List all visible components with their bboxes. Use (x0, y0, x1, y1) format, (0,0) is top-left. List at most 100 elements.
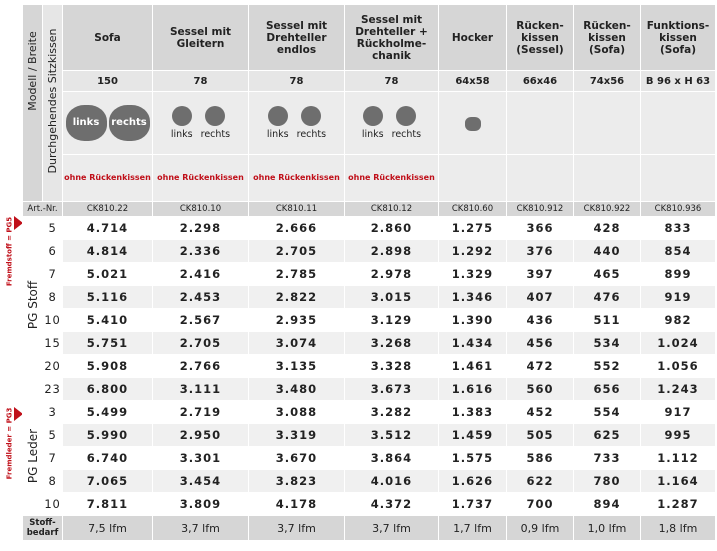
price-cell: 2.860 (344, 216, 439, 240)
column-title: Hocker (438, 4, 507, 71)
fabric-need-value: 1,7 lfm (438, 515, 507, 541)
price-cell: 3.135 (248, 354, 345, 378)
price-cell: 2.898 (344, 239, 439, 263)
article-number: CK810.912 (506, 201, 574, 217)
table-row: PG Stoff 5 4.714 2.298 2.666 2.860 1.275 366 428… (22, 216, 716, 401)
price-cell: 1.626 (438, 469, 507, 493)
price-group: 5 (42, 423, 63, 447)
cushion-note-row: ohne Rückenkissen ohne Rückenkissen ohne R… (23, 154, 716, 202)
shape-cell (573, 91, 641, 155)
column-title: Rücken-kissen (Sofa) (573, 4, 641, 71)
price-cell: 2.567 (152, 308, 249, 332)
seat-blob (205, 106, 226, 126)
price-cell: 780 (573, 469, 641, 493)
price-cell: 3.864 (344, 446, 439, 470)
seat-item: rechts (201, 106, 230, 140)
column-title: Funktions-kissen (Sofa) (640, 4, 716, 71)
price-cell: 1.383 (438, 400, 507, 424)
seat-blob (396, 106, 417, 126)
seat-blob (171, 106, 192, 126)
table-row: PG Leder 3 5.499 2.719 3.088 3.282 1.383 452 554… (22, 400, 716, 516)
price-cell: 376 (506, 239, 574, 263)
price-cell: 3.074 (248, 331, 345, 355)
header-row: Modell / Breite Durchgehendes Sitzkissen S… (22, 4, 716, 202)
seat-label: links (170, 129, 193, 140)
fabric-need-value: 1,0 lfm (573, 515, 641, 541)
price-cell: 5.410 (62, 308, 153, 332)
price-cell: 2.822 (248, 285, 345, 309)
article-number: CK810.60 (438, 201, 507, 217)
price-cell: 452 (506, 400, 574, 424)
cushion-label-cell: Durchgehendes Sitzkissen (42, 4, 63, 202)
price-cell: 3.328 (344, 354, 439, 378)
price-cell: 3.319 (248, 423, 345, 447)
sofa-shape: links rechts (63, 105, 152, 141)
column-title: Sessel mit Drehteller + Rückholme-chanik (344, 4, 439, 71)
size-row: 150 78 78 78 64x58 66x46 74x56 B 96 x H 63 (23, 70, 716, 92)
article-row: Art.-Nr. CK810.22 CK810.10 CK810.11 CK810.12… (22, 201, 716, 217)
column-size: B 96 x H 63 (640, 70, 716, 92)
price-group: 20 (42, 354, 63, 378)
price-cell: 2.705 (152, 331, 249, 355)
price-cell: 511 (573, 308, 641, 332)
price-group: 7 (42, 446, 63, 470)
fabric-need-value: 1,8 lfm (640, 515, 716, 541)
price-group: 5 (42, 216, 63, 240)
article-number: CK810.12 (344, 201, 439, 217)
price-cell: 7.811 (62, 492, 153, 516)
price-cell: 6.740 (62, 446, 153, 470)
table-row: 5 5.990 2.950 3.319 3.512 1.459 505 625 995 (23, 423, 716, 447)
table-row: 8 5.116 2.453 2.822 3.015 1.346 407 476 919 (23, 285, 716, 309)
shape-cell: links rechts (248, 91, 345, 155)
group-label-leder: PG Leder (22, 400, 43, 516)
article-number: CK810.936 (640, 201, 716, 217)
cushion-label: Durchgehendes Sitzkissen (46, 28, 59, 174)
price-cell: 854 (640, 239, 716, 263)
price-group: 3 (42, 400, 63, 424)
fabric-need-label: Stoff-bedarf (22, 515, 63, 541)
price-cell: 552 (573, 354, 641, 378)
column-size: 78 (344, 70, 439, 92)
price-cell: 3.480 (248, 377, 345, 401)
price-cell: 3.111 (152, 377, 249, 401)
article-number: CK810.10 (152, 201, 249, 217)
shape-cell (506, 91, 574, 155)
price-cell: 3.268 (344, 331, 439, 355)
group-note-stoff: Fremdstoff = PG5 (5, 216, 14, 287)
price-cell: 436 (506, 308, 574, 332)
price-cell: 554 (573, 400, 641, 424)
cushion-note (438, 154, 507, 202)
price-cell: 700 (506, 492, 574, 516)
table-row: 7 5.021 2.416 2.785 2.978 1.329 397 465 899 (23, 262, 716, 286)
column-size: 74x56 (573, 70, 641, 92)
group-marker-leder (14, 407, 23, 421)
shape-cell (640, 91, 716, 155)
seat-blob (267, 106, 288, 126)
fabric-need-value: 7,5 lfm (62, 515, 153, 541)
price-cell: 1.164 (640, 469, 716, 493)
price-cell: 3.301 (152, 446, 249, 470)
seat-blob (301, 106, 322, 126)
column-title: Sessel mit Drehteller endlos (248, 4, 345, 71)
price-cell: 1.292 (438, 239, 507, 263)
stool-blob (464, 117, 481, 131)
shape-cell: links rechts (344, 91, 439, 155)
fabric-need-value: 3,7 lfm (152, 515, 249, 541)
price-cell: 3.015 (344, 285, 439, 309)
price-cell: 625 (573, 423, 641, 447)
group-label-leder-text: PG Leder (26, 428, 40, 484)
price-group: 8 (42, 469, 63, 493)
price-cell: 2.336 (152, 239, 249, 263)
price-cell: 917 (640, 400, 716, 424)
seat-blob (362, 106, 383, 126)
article-number: CK810.11 (248, 201, 345, 217)
price-cell: 3.512 (344, 423, 439, 447)
column-title: Sofa (62, 4, 153, 71)
price-cell: 3.809 (152, 492, 249, 516)
price-cell: 894 (573, 492, 641, 516)
cushion-note: ohne Rückenkissen (248, 154, 345, 202)
price-group: 7 (42, 262, 63, 286)
model-width-label-cell: Modell / Breite (22, 4, 43, 202)
shape-cell (438, 91, 507, 155)
